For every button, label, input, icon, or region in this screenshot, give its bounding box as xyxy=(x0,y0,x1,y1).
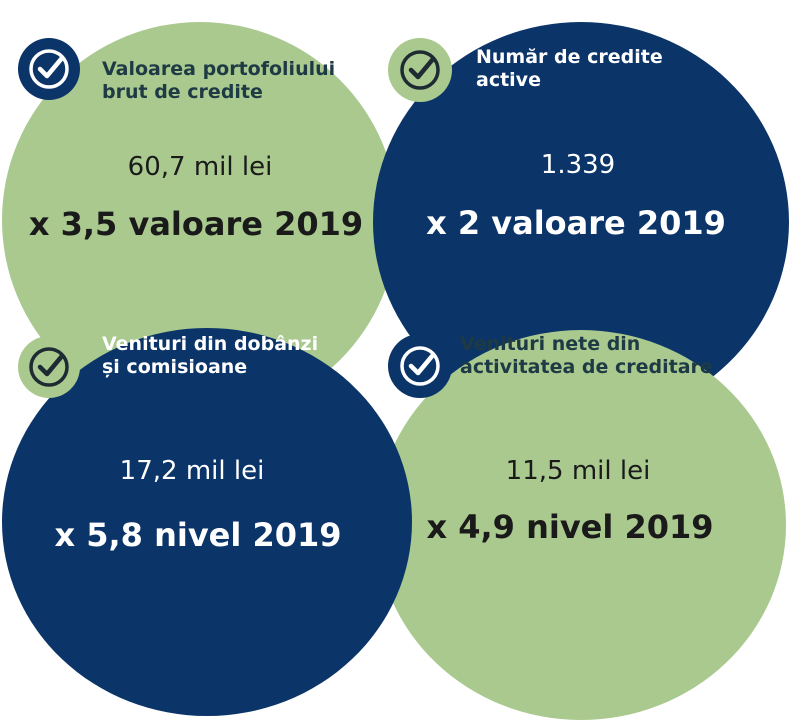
card-title-interest-revenue: Venituri din dobânzi și comisioane xyxy=(102,333,319,378)
card-interest-revenue xyxy=(2,328,412,716)
check-icon xyxy=(388,38,452,102)
card-net-revenue xyxy=(376,330,786,720)
card-value-portfolio: 60,7 mil lei xyxy=(127,152,273,182)
card-title-active-credits: Număr de credite active xyxy=(476,46,663,91)
check-icon xyxy=(18,38,80,100)
check-icon xyxy=(18,336,80,398)
card-title-portfolio: Valoarea portofoliului brut de credite xyxy=(102,58,336,103)
card-multiplier-active-credits: x 2 valoare 2019 xyxy=(426,204,726,242)
card-value-net-revenue: 11,5 mil lei xyxy=(505,456,651,486)
card-value-interest-revenue: 17,2 mil lei xyxy=(119,456,265,486)
card-multiplier-portfolio: x 3,5 valoare 2019 xyxy=(28,205,364,243)
card-multiplier-net-revenue: x 4,9 nivel 2019 xyxy=(426,508,714,546)
card-title-net-revenue: Venituri nete din activitatea de credita… xyxy=(460,333,713,378)
card-value-active-credits: 1.339 xyxy=(540,150,616,180)
check-icon xyxy=(388,334,452,398)
card-multiplier-interest-revenue: x 5,8 nivel 2019 xyxy=(54,516,342,554)
